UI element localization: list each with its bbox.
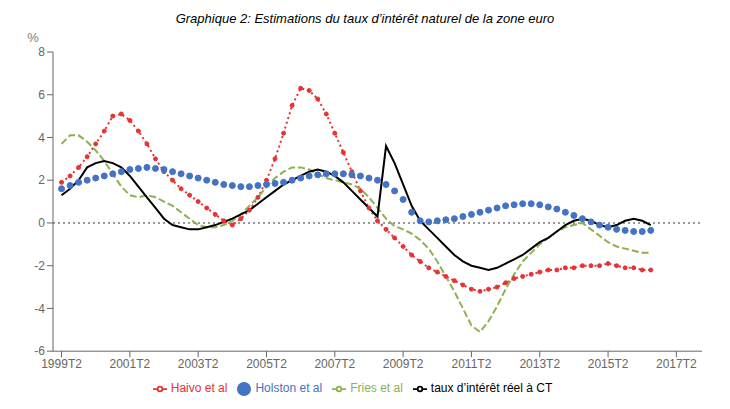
svg-text:2007T2: 2007T2 (314, 357, 355, 371)
html-text:Graphique 2: Estimations du ta: Graphique 2: Estimations du taux d’intér… (175, 11, 555, 26)
svg-text:-4: -4 (34, 302, 45, 316)
svg-text:0: 0 (38, 216, 45, 230)
html-text:Haivo et al: Haivo et al (170, 381, 228, 396)
svg-text:2003T2: 2003T2 (178, 357, 219, 371)
svg-text:-2: -2 (34, 259, 45, 273)
svg-text:%: % (27, 30, 39, 45)
svg-text:2001T2: 2001T2 (110, 357, 151, 371)
svg-text:8: 8 (38, 45, 45, 59)
html-text:taux d’intérêt réel à CT: taux d’intérêt réel à CT (430, 381, 553, 396)
svg-text:1999T2: 1999T2 (41, 357, 82, 371)
html-text:Holston et al: Holston et al (255, 381, 323, 396)
svg-text:2: 2 (38, 173, 45, 187)
svg-text:2009T2: 2009T2 (383, 357, 424, 371)
svg-text:2017T2: 2017T2 (656, 357, 697, 371)
svg-text:2013T2: 2013T2 (519, 357, 560, 371)
svg-text:6: 6 (38, 88, 45, 102)
svg-text:2005T2: 2005T2 (246, 357, 287, 371)
html-text:Fries et al: Fries et al (350, 381, 403, 396)
svg-text:4: 4 (38, 131, 45, 145)
svg-text:2015T2: 2015T2 (588, 357, 629, 371)
svg-text:2011T2: 2011T2 (452, 357, 492, 371)
svg-text:-6: -6 (34, 344, 45, 358)
